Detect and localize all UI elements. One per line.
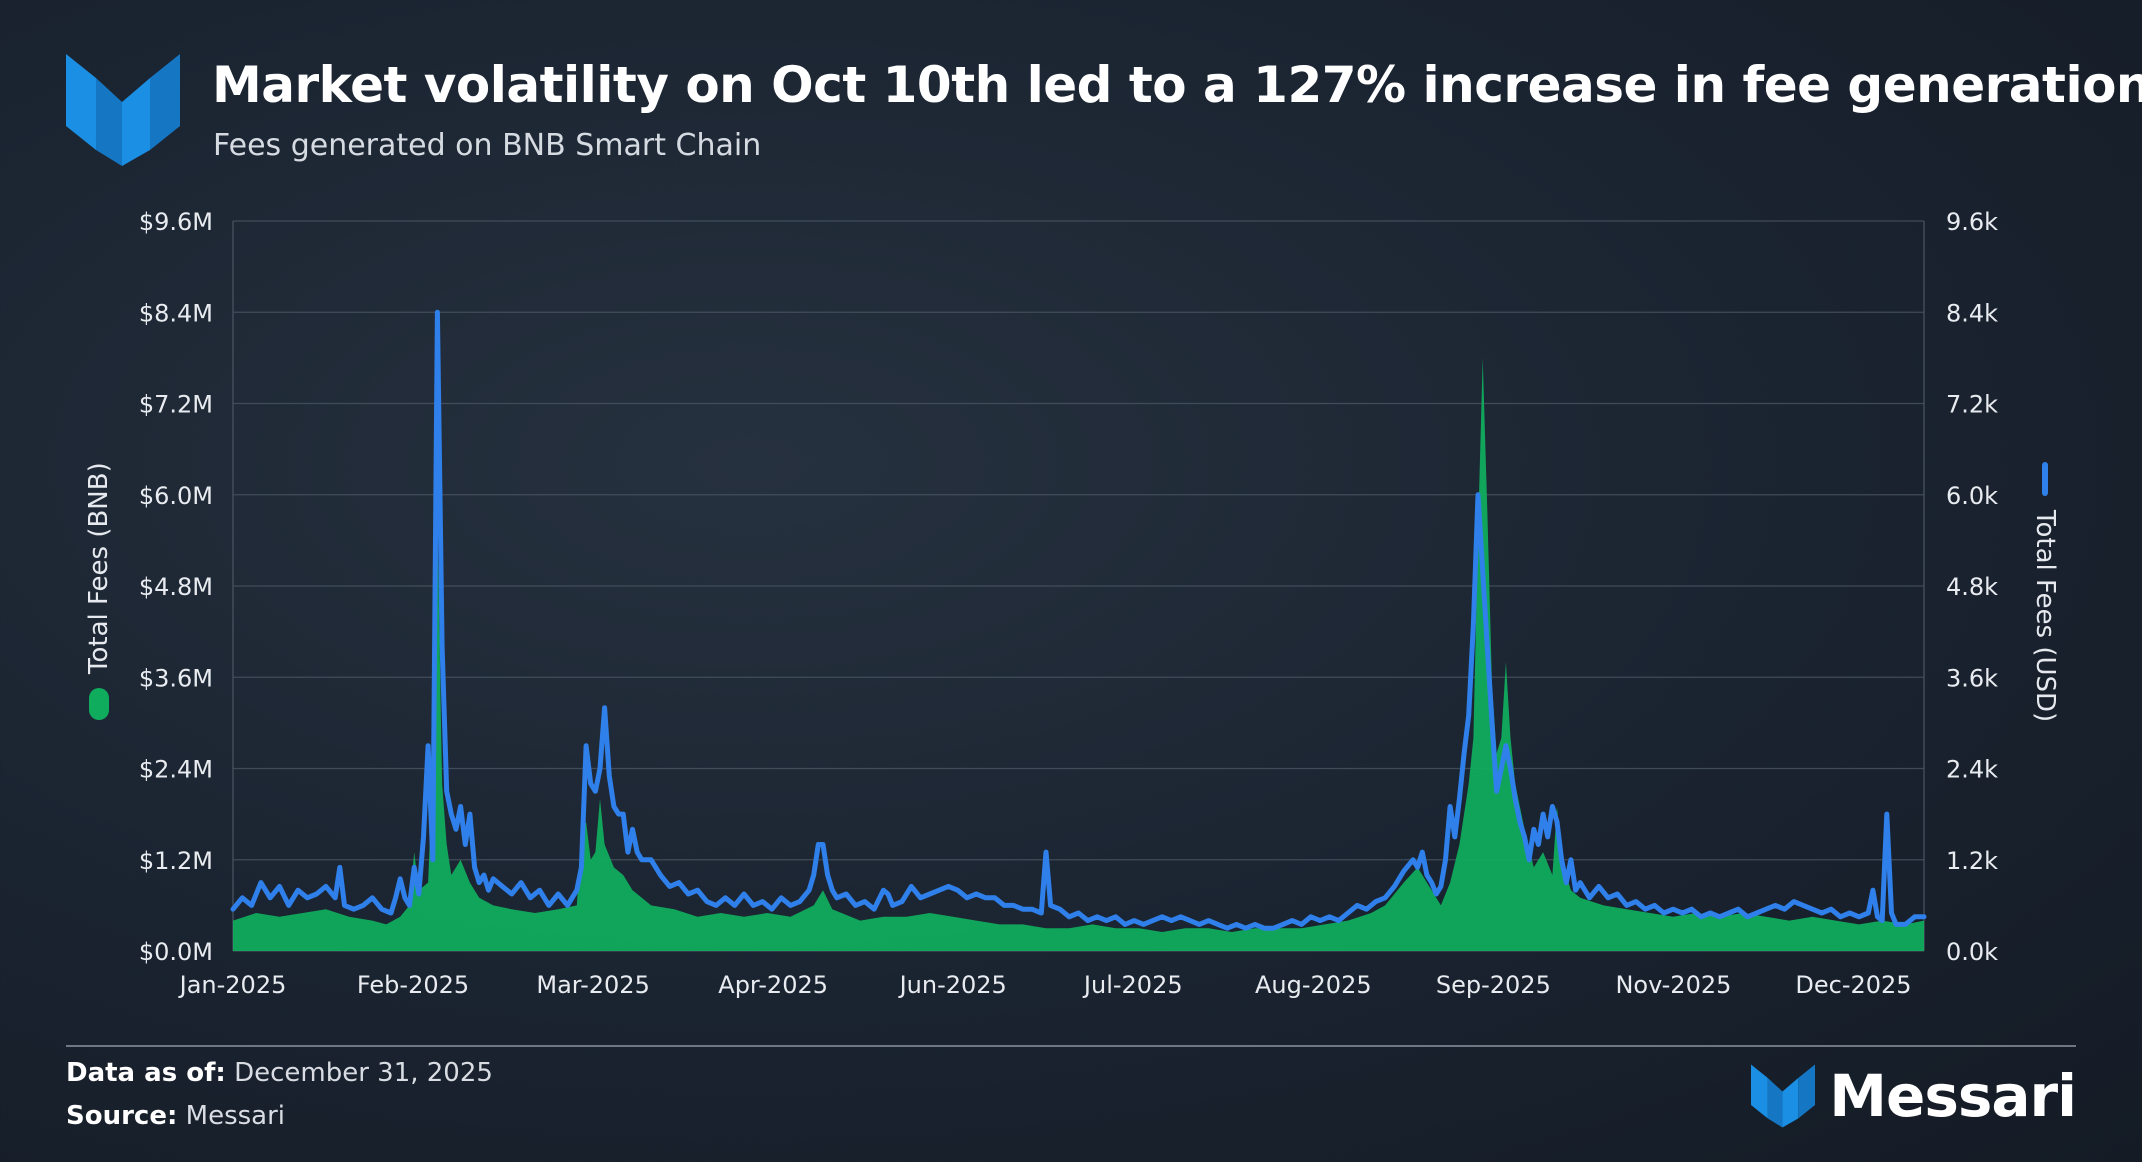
y-tick-right: 9.6k [1946, 208, 1998, 236]
brand-lockup: Messari [1751, 1062, 2077, 1130]
usd-fees-line [230, 309, 1927, 931]
left-axis-label: Total Fees (BNB) [84, 462, 114, 674]
data-as-of-label: Data as of: [66, 1058, 226, 1088]
source-value: Messari [185, 1101, 286, 1131]
x-tick: Sep-2025 [1436, 971, 1551, 999]
brand-name: Messari [1829, 1062, 2077, 1130]
y-tick-left: $2.4M [139, 756, 213, 784]
y-tick-right: 6.0k [1946, 482, 1998, 510]
right-axis-title: Total Fees (USD) [2030, 462, 2060, 722]
chart-title: Market volatility on Oct 10th led to a 1… [212, 56, 2142, 114]
x-tick: Feb-2025 [357, 971, 469, 999]
x-tick: Jul-2025 [1082, 971, 1183, 999]
footer-divider [66, 1045, 2076, 1047]
y-tick-left: $1.2M [139, 847, 213, 875]
legend-swatch-usd [2042, 462, 2048, 496]
x-tick: Apr-2025 [718, 971, 828, 999]
x-tick: Aug-2025 [1255, 971, 1372, 999]
legend-swatch-bnb [89, 688, 109, 720]
x-tick: Mar-2025 [536, 971, 649, 999]
y-tick-left: $9.6M [139, 208, 213, 236]
data-as-of-value: December 31, 2025 [234, 1058, 493, 1088]
source: Source: Messari [66, 1101, 285, 1131]
bnb-fees-area [233, 357, 1924, 951]
x-tick: Nov-2025 [1615, 971, 1731, 999]
messari-brand-icon [1751, 1064, 1816, 1128]
y-tick-right: 1.2k [1946, 847, 1998, 875]
y-tick-left: $8.4M [139, 299, 213, 327]
right-axis-label: Total Fees (USD) [2030, 510, 2060, 723]
chart-subtitle: Fees generated on BNB Smart Chain [213, 128, 762, 163]
y-tick-left: $3.6M [139, 664, 213, 692]
y-tick-left: $0.0M [139, 938, 213, 966]
x-tick: Dec-2025 [1795, 971, 1911, 999]
data-as-of: Data as of: December 31, 2025 [66, 1058, 493, 1088]
y-tick-right: 7.2k [1946, 391, 1998, 419]
messari-logo-icon [66, 54, 180, 166]
y-tick-left: $7.2M [139, 391, 213, 419]
y-tick-left: $6.0M [139, 482, 213, 510]
y-tick-left: $4.8M [139, 573, 213, 601]
left-axis-title: Total Fees (BNB) [84, 462, 114, 720]
y-tick-right: 2.4k [1946, 756, 1998, 784]
x-tick: Jan-2025 [178, 971, 287, 999]
y-tick-right: 4.8k [1946, 573, 1998, 601]
y-tick-right: 3.6k [1946, 664, 1998, 692]
fees-chart: $0.0M 0.0k $1.2M 1.2k $2.4M 2.4k $3.6M 3.6k $4.8… [139, 208, 1998, 999]
source-label: Source: [66, 1101, 178, 1131]
x-tick: Jun-2025 [898, 971, 1007, 999]
y-tick-right: 8.4k [1946, 299, 1998, 327]
y-tick-right: 0.0k [1946, 938, 1998, 966]
